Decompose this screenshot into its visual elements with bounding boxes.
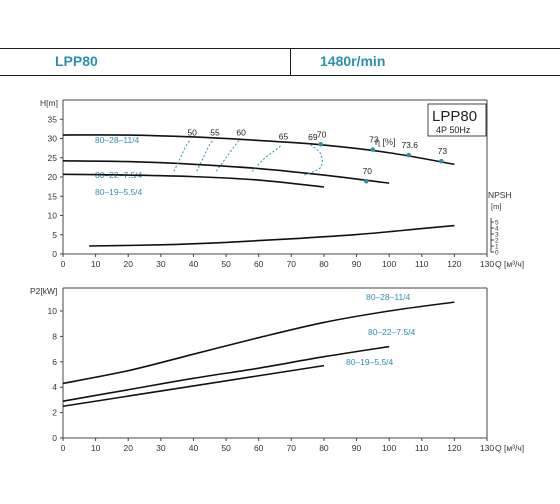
y-tick-label: 30: [48, 134, 58, 144]
efficiency-label: 55: [210, 127, 220, 137]
header-divider: [290, 49, 291, 75]
x-tick-label: 130: [480, 259, 494, 269]
x-tick-label: 130: [480, 443, 494, 453]
series-line: [62, 364, 325, 408]
efficiency-label: 60: [236, 127, 246, 137]
x-tick-label: 110: [415, 443, 429, 453]
efficiency-label: 50: [187, 127, 197, 137]
efficiency-point: [364, 178, 369, 184]
x-tick-label: 40: [189, 443, 199, 453]
efficiency-axis-label: η [%]: [375, 137, 396, 147]
npsh-tick-label: 0: [495, 250, 499, 257]
series-line: [62, 134, 455, 166]
x-tick-label: 110: [415, 259, 429, 269]
series-label: 80–19–5.5/4: [95, 187, 143, 197]
x-tick-label: 60: [254, 259, 264, 269]
y-tick-label: 20: [48, 172, 58, 182]
efficiency-point-label: 73.6: [401, 140, 418, 150]
series-line: [62, 173, 325, 188]
y-tick-label: 10: [48, 211, 58, 221]
y-tick-label: 0: [52, 433, 57, 443]
x-tick-label: 30: [156, 443, 166, 453]
efficiency-point-label: 70: [363, 166, 373, 176]
npsh-tick-label: 5: [495, 220, 499, 227]
npsh-tick-label: 1: [495, 244, 499, 251]
x-tick-label: 20: [123, 259, 133, 269]
npsh-unit: [m]: [491, 202, 501, 211]
x-tick-label: 50: [221, 443, 231, 453]
x-tick-label: 80: [319, 443, 329, 453]
efficiency-point-label: 70: [317, 129, 327, 139]
x-tick-label: 120: [447, 259, 461, 269]
npsh-title: NPSH: [488, 190, 512, 200]
x-tick-label: 90: [352, 443, 362, 453]
efficiency-point: [406, 152, 412, 158]
x-tick-label: 10: [91, 443, 101, 453]
x-tick-label: 70: [287, 443, 297, 453]
y-tick-label: 35: [48, 114, 58, 124]
y-tick-label: 25: [48, 153, 58, 163]
series-label: 80–28–11/4: [366, 292, 411, 302]
x-tick-label: 90: [352, 259, 362, 269]
rotation-speed: 1480r/min: [320, 53, 386, 69]
y-tick-label: 8: [52, 331, 57, 341]
x-tick-label: 60: [254, 443, 264, 453]
efficiency-curve: [215, 140, 240, 172]
series-label: 80–28–11/4: [95, 135, 140, 145]
efficiency-curve: [251, 143, 282, 172]
npsh-tick-label: 3: [495, 232, 499, 239]
efficiency-curve: [304, 144, 323, 176]
efficiency-curve: [173, 140, 191, 172]
series-line: [62, 301, 455, 385]
efficiency-label: 65: [279, 131, 289, 141]
efficiency-point: [370, 147, 376, 152]
x-tick-label: 10: [91, 259, 101, 269]
series-line: [62, 160, 390, 184]
x-tick-label: 0: [61, 259, 66, 269]
y-axis-title: P2[kW]: [30, 286, 57, 296]
title-box: [427, 103, 487, 137]
page-header: LPP80 1480r/min: [0, 48, 560, 76]
chart-title: LPP80: [432, 108, 477, 125]
efficiency-point-label: 73: [438, 146, 448, 156]
x-tick-label: 30: [156, 259, 166, 269]
npsh-tick-label: 2: [495, 238, 499, 245]
model-name: LPP80: [55, 53, 98, 69]
y-tick-label: 10: [48, 306, 58, 316]
x-tick-label: 100: [382, 443, 396, 453]
y-tick-label: 5: [52, 230, 57, 240]
x-tick-label: 20: [123, 443, 133, 453]
efficiency-point: [318, 141, 323, 147]
x-axis-title: Q [м³/ч]: [495, 443, 524, 453]
y-tick-label: 2: [52, 408, 57, 418]
series-label: 80–19–5.5/4: [346, 357, 394, 367]
x-tick-label: 80: [319, 259, 329, 269]
chart-subtitle: 4P 50Hz: [436, 125, 471, 135]
y-tick-label: 15: [48, 191, 58, 201]
y-tick-label: 0: [52, 249, 57, 259]
x-tick-label: 50: [221, 259, 231, 269]
efficiency-curve: [196, 140, 214, 172]
npsh-tick-label: 4: [495, 226, 499, 233]
y-tick-label: 4: [52, 382, 57, 392]
x-tick-label: 40: [189, 259, 199, 269]
x-tick-label: 100: [382, 259, 396, 269]
series-line: [89, 224, 455, 247]
x-tick-label: 120: [447, 443, 461, 453]
efficiency-point-label: 73: [369, 135, 379, 145]
efficiency-point: [439, 158, 444, 164]
x-tick-label: 0: [61, 443, 66, 453]
efficiency-label: 69: [308, 132, 318, 142]
x-tick-label: 70: [287, 259, 297, 269]
series-label: 80–22–7.5/4: [368, 327, 416, 337]
series-line: [62, 345, 390, 402]
x-axis-title: Q [м³/ч]: [495, 259, 524, 269]
y-tick-label: 6: [52, 357, 57, 367]
y-axis-title: H[m]: [40, 98, 58, 108]
